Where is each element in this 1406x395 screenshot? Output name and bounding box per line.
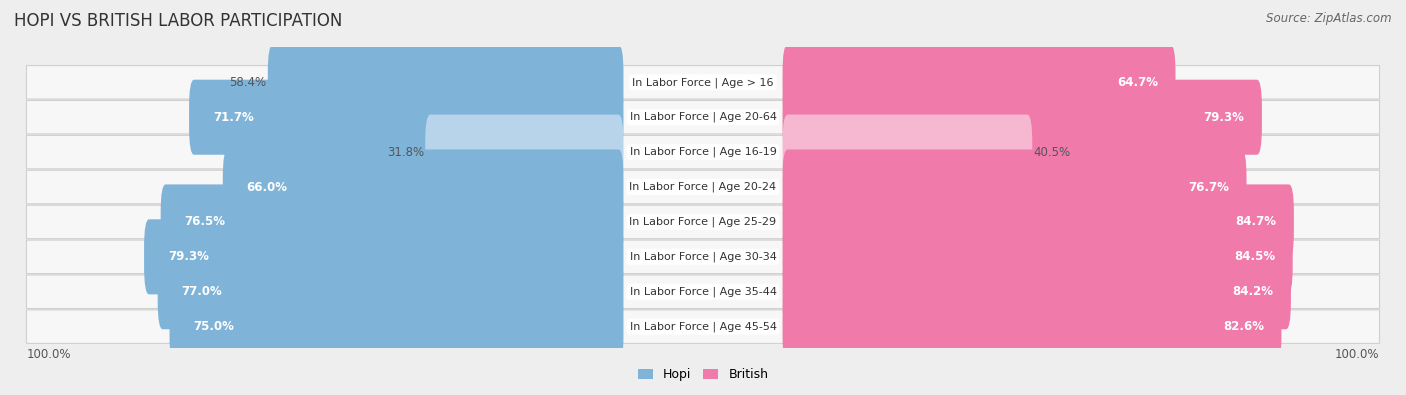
- FancyBboxPatch shape: [783, 289, 1281, 364]
- FancyBboxPatch shape: [27, 66, 1379, 99]
- Text: 82.6%: 82.6%: [1223, 320, 1264, 333]
- Text: In Labor Force | Age 25-29: In Labor Force | Age 25-29: [630, 217, 776, 227]
- FancyBboxPatch shape: [783, 184, 1294, 260]
- FancyBboxPatch shape: [783, 80, 1263, 155]
- FancyBboxPatch shape: [267, 45, 623, 120]
- Text: 58.4%: 58.4%: [229, 76, 267, 89]
- Text: 64.7%: 64.7%: [1116, 76, 1159, 89]
- Text: In Labor Force | Age 16-19: In Labor Force | Age 16-19: [630, 147, 776, 157]
- FancyBboxPatch shape: [425, 115, 623, 190]
- Text: 84.7%: 84.7%: [1236, 215, 1277, 228]
- FancyBboxPatch shape: [27, 240, 1379, 274]
- Text: 66.0%: 66.0%: [246, 181, 288, 194]
- FancyBboxPatch shape: [157, 254, 623, 329]
- Text: 31.8%: 31.8%: [387, 146, 425, 159]
- Text: 84.2%: 84.2%: [1233, 285, 1274, 298]
- FancyBboxPatch shape: [783, 45, 1175, 120]
- Text: Source: ZipAtlas.com: Source: ZipAtlas.com: [1267, 12, 1392, 25]
- Text: In Labor Force | Age > 16: In Labor Force | Age > 16: [633, 77, 773, 88]
- FancyBboxPatch shape: [783, 149, 1247, 224]
- FancyBboxPatch shape: [160, 184, 623, 260]
- Text: In Labor Force | Age 20-24: In Labor Force | Age 20-24: [630, 182, 776, 192]
- Text: 84.5%: 84.5%: [1234, 250, 1275, 263]
- Text: 79.3%: 79.3%: [1204, 111, 1244, 124]
- FancyBboxPatch shape: [783, 219, 1292, 294]
- FancyBboxPatch shape: [27, 170, 1379, 204]
- FancyBboxPatch shape: [170, 289, 623, 364]
- FancyBboxPatch shape: [188, 80, 623, 155]
- Text: In Labor Force | Age 35-44: In Labor Force | Age 35-44: [630, 286, 776, 297]
- Text: 100.0%: 100.0%: [1334, 348, 1379, 361]
- Text: 76.5%: 76.5%: [184, 215, 225, 228]
- Text: 76.7%: 76.7%: [1188, 181, 1229, 194]
- Text: In Labor Force | Age 45-54: In Labor Force | Age 45-54: [630, 322, 776, 332]
- Text: 71.7%: 71.7%: [212, 111, 253, 124]
- FancyBboxPatch shape: [27, 100, 1379, 134]
- Text: In Labor Force | Age 30-34: In Labor Force | Age 30-34: [630, 252, 776, 262]
- FancyBboxPatch shape: [783, 254, 1291, 329]
- FancyBboxPatch shape: [222, 149, 623, 224]
- FancyBboxPatch shape: [27, 135, 1379, 169]
- Text: 100.0%: 100.0%: [27, 348, 72, 361]
- Text: 77.0%: 77.0%: [181, 285, 222, 298]
- FancyBboxPatch shape: [783, 115, 1032, 190]
- Text: In Labor Force | Age 20-64: In Labor Force | Age 20-64: [630, 112, 776, 122]
- Text: 75.0%: 75.0%: [194, 320, 235, 333]
- Text: 79.3%: 79.3%: [167, 250, 208, 263]
- FancyBboxPatch shape: [27, 310, 1379, 343]
- FancyBboxPatch shape: [27, 205, 1379, 239]
- Text: 40.5%: 40.5%: [1033, 146, 1070, 159]
- FancyBboxPatch shape: [143, 219, 623, 294]
- Text: HOPI VS BRITISH LABOR PARTICIPATION: HOPI VS BRITISH LABOR PARTICIPATION: [14, 12, 343, 30]
- Legend: Hopi, British: Hopi, British: [633, 363, 773, 386]
- FancyBboxPatch shape: [27, 275, 1379, 308]
